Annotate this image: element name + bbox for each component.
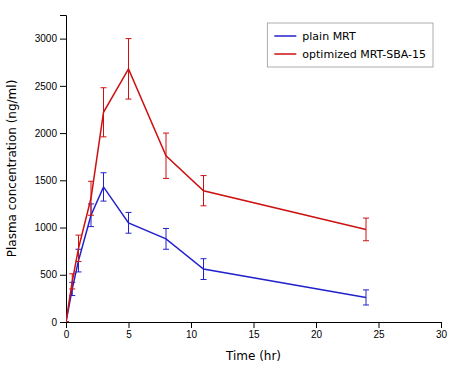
y-tick: 1500 bbox=[35, 175, 66, 186]
error-bar bbox=[69, 274, 75, 289]
x-tick-label: 0 bbox=[64, 329, 70, 340]
error-bar bbox=[66, 322, 69, 323]
y-tick: 0 bbox=[51, 317, 66, 328]
y-tick: 1000 bbox=[35, 222, 66, 233]
x-tick-label: 10 bbox=[186, 329, 198, 340]
legend-item: optimized MRT-SBA-15 bbox=[274, 48, 426, 61]
x-tick-mark bbox=[254, 322, 255, 328]
y-tick: 500 bbox=[40, 269, 66, 280]
x-tick-mark bbox=[129, 322, 130, 328]
y-tick-mark bbox=[60, 322, 66, 323]
error-bar bbox=[363, 290, 369, 305]
x-tick-mark bbox=[379, 322, 380, 328]
error-bar bbox=[88, 181, 94, 215]
x-tick-mark bbox=[191, 322, 192, 328]
x-tick: 30 bbox=[436, 322, 448, 340]
x-tick: 5 bbox=[126, 322, 132, 340]
x-tick: 15 bbox=[248, 322, 260, 340]
x-tick-label: 25 bbox=[373, 329, 385, 340]
x-axis-title: Time (hr) bbox=[225, 349, 281, 363]
plot-area: 0 5 10 15 20 25 30 0 500 1000 1500 2000 2500 3000 plai… bbox=[35, 16, 448, 341]
y-tick-label: 1500 bbox=[35, 175, 58, 186]
y-tick-label: 1000 bbox=[35, 222, 58, 233]
legend-item: plain MRT bbox=[274, 30, 356, 43]
x-tick: 10 bbox=[186, 322, 198, 340]
series-line bbox=[66, 187, 366, 322]
x-tick-mark bbox=[441, 322, 442, 328]
y-tick: 3000 bbox=[35, 33, 66, 44]
x-tick: 0 bbox=[64, 322, 70, 340]
error-bar bbox=[363, 218, 369, 241]
error-bar bbox=[201, 259, 207, 280]
error-bar bbox=[201, 176, 207, 206]
y-tick-label: 3000 bbox=[35, 33, 58, 44]
y-tick-label: 2000 bbox=[35, 128, 58, 139]
y-tick-label: 2500 bbox=[35, 81, 58, 92]
series bbox=[66, 173, 369, 322]
y-axis-line bbox=[60, 16, 67, 323]
x-tick-label: 15 bbox=[248, 329, 260, 340]
x-tick: 20 bbox=[311, 322, 323, 340]
y-tick-mark bbox=[60, 86, 66, 87]
error-bar bbox=[126, 39, 132, 99]
y-tick-mark bbox=[60, 275, 66, 276]
x-tick-label: 5 bbox=[126, 329, 132, 340]
y-tick-label: 0 bbox=[51, 317, 57, 328]
y-tick: 2500 bbox=[35, 81, 66, 92]
series bbox=[66, 39, 369, 322]
legend-label: optimized MRT-SBA-15 bbox=[302, 48, 426, 61]
y-tick: 2000 bbox=[35, 128, 66, 139]
y-tick-mark bbox=[60, 180, 66, 181]
y-tick-mark bbox=[60, 39, 66, 40]
error-bar bbox=[101, 173, 107, 201]
y-axis: 0 500 1000 1500 2000 2500 3000 bbox=[35, 16, 67, 328]
x-tick-label: 20 bbox=[311, 329, 323, 340]
legend-label: plain MRT bbox=[302, 30, 356, 43]
error-bar bbox=[163, 133, 169, 178]
y-tick-mark bbox=[60, 133, 66, 134]
x-tick-label: 30 bbox=[436, 329, 448, 340]
legend-box bbox=[267, 23, 433, 67]
y-tick-mark bbox=[60, 228, 66, 229]
legend-swatch bbox=[274, 53, 296, 55]
legend-swatch bbox=[274, 35, 296, 37]
error-bar bbox=[66, 322, 69, 323]
legend-items: plain MRT optimized MRT-SBA-15 bbox=[274, 30, 426, 61]
chart: 0 5 10 15 20 25 30 0 500 1000 1500 2000 2500 3000 plai… bbox=[0, 0, 459, 370]
x-tick: 25 bbox=[373, 322, 385, 340]
y-tick-label: 500 bbox=[40, 269, 57, 280]
error-bar bbox=[101, 88, 107, 137]
series-line bbox=[66, 69, 366, 322]
error-bar bbox=[163, 228, 169, 249]
marks bbox=[66, 39, 369, 322]
y-axis-title: Plasma concentration (ng/ml) bbox=[5, 80, 19, 258]
error-bar bbox=[76, 235, 82, 261]
x-axis: 0 5 10 15 20 25 30 bbox=[64, 322, 448, 340]
legend: plain MRT optimized MRT-SBA-15 bbox=[267, 23, 433, 67]
x-axis-line bbox=[67, 323, 442, 329]
x-tick-mark bbox=[316, 322, 317, 328]
error-bar bbox=[126, 212, 132, 233]
